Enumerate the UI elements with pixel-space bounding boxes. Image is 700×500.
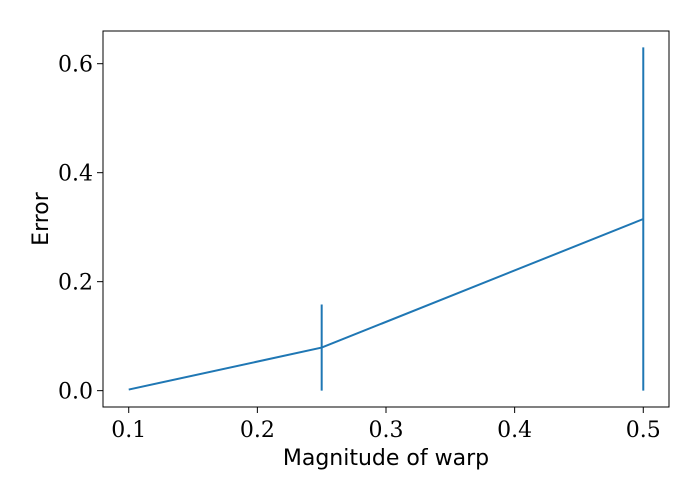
plot-frame: [102, 30, 670, 408]
x-tick-label: 0.4: [497, 418, 532, 443]
x-tick-label: 0.1: [111, 418, 146, 443]
y-tick-label: 0.2: [58, 271, 93, 296]
y-tick-label: 0.4: [58, 162, 93, 187]
x-axis-label: Magnitude of warp: [283, 446, 489, 471]
x-tick-label: 0.5: [626, 418, 661, 443]
y-tick-label: 0.6: [58, 53, 93, 78]
y-axis-label: Error: [29, 191, 54, 246]
y-tick-label: 0.0: [58, 380, 93, 405]
x-tick-label: 0.3: [369, 418, 404, 443]
x-tick-label: 0.2: [240, 418, 275, 443]
series-line: [128, 218, 644, 391]
